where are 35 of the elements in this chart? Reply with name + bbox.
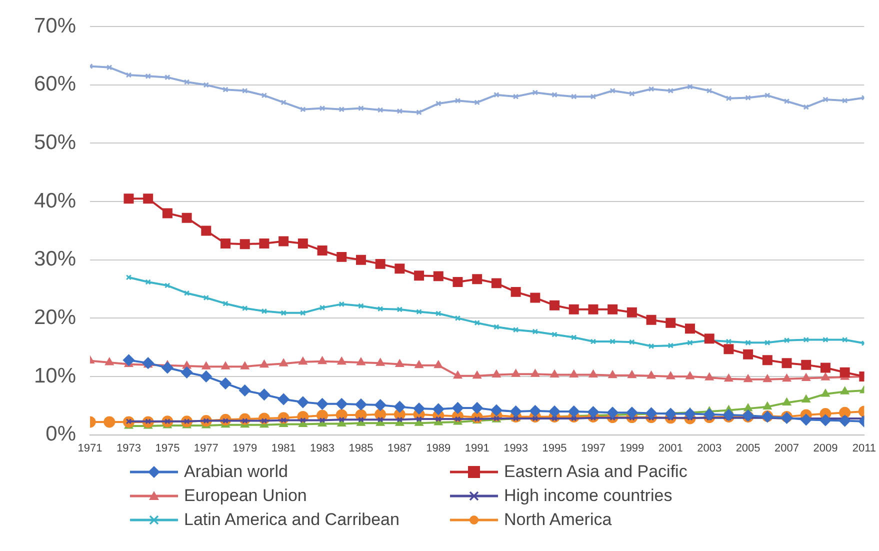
x-tick-label: 1987 bbox=[387, 442, 412, 454]
y-tick-label: 70% bbox=[34, 14, 76, 38]
y-tick-label: 40% bbox=[34, 189, 76, 212]
x-tick-label: 1971 bbox=[78, 442, 102, 454]
x-tick-label: 1995 bbox=[542, 442, 567, 454]
x-tick-label: 2005 bbox=[736, 442, 760, 454]
x-tick-label: 1985 bbox=[348, 442, 374, 454]
x-tick-label: 2011 bbox=[852, 442, 876, 454]
x-tick-label: 2003 bbox=[697, 442, 722, 454]
x-tick-label: 1983 bbox=[310, 442, 335, 454]
y-tick-label: 50% bbox=[34, 131, 76, 154]
x-tick-label: 1991 bbox=[464, 442, 490, 454]
x-tick-label: 1999 bbox=[620, 442, 644, 454]
y-tick-label: 20% bbox=[34, 306, 76, 329]
y-tick-label: 30% bbox=[34, 248, 76, 271]
legend-label: European Union bbox=[184, 486, 307, 506]
x-tick-label: 1979 bbox=[232, 442, 258, 454]
legend-label: North America bbox=[504, 510, 612, 530]
y-tick-label: 0% bbox=[46, 422, 76, 446]
y-tick-label: 10% bbox=[34, 364, 76, 388]
x-tick-label: 2001 bbox=[658, 442, 683, 454]
legend-label: High income countries bbox=[504, 486, 672, 506]
x-tick-label: 1973 bbox=[116, 442, 141, 454]
x-tick-label: 2007 bbox=[774, 442, 799, 454]
x-tick-label: 1989 bbox=[426, 442, 451, 454]
x-tick-label: 1993 bbox=[504, 442, 528, 454]
y-tick-label: 60% bbox=[34, 72, 76, 96]
legend-label: Latin America and Carribean bbox=[184, 510, 400, 530]
x-tick-label: 2009 bbox=[813, 442, 838, 454]
x-tick-label: 1975 bbox=[155, 442, 180, 454]
legend-label: Arabian world bbox=[184, 462, 288, 482]
x-tick-label: 1997 bbox=[580, 442, 606, 454]
x-tick-label: 1981 bbox=[271, 442, 296, 454]
x-tick-label: 1977 bbox=[194, 442, 218, 454]
legend-label: Eastern Asia and Pacific bbox=[504, 462, 688, 482]
